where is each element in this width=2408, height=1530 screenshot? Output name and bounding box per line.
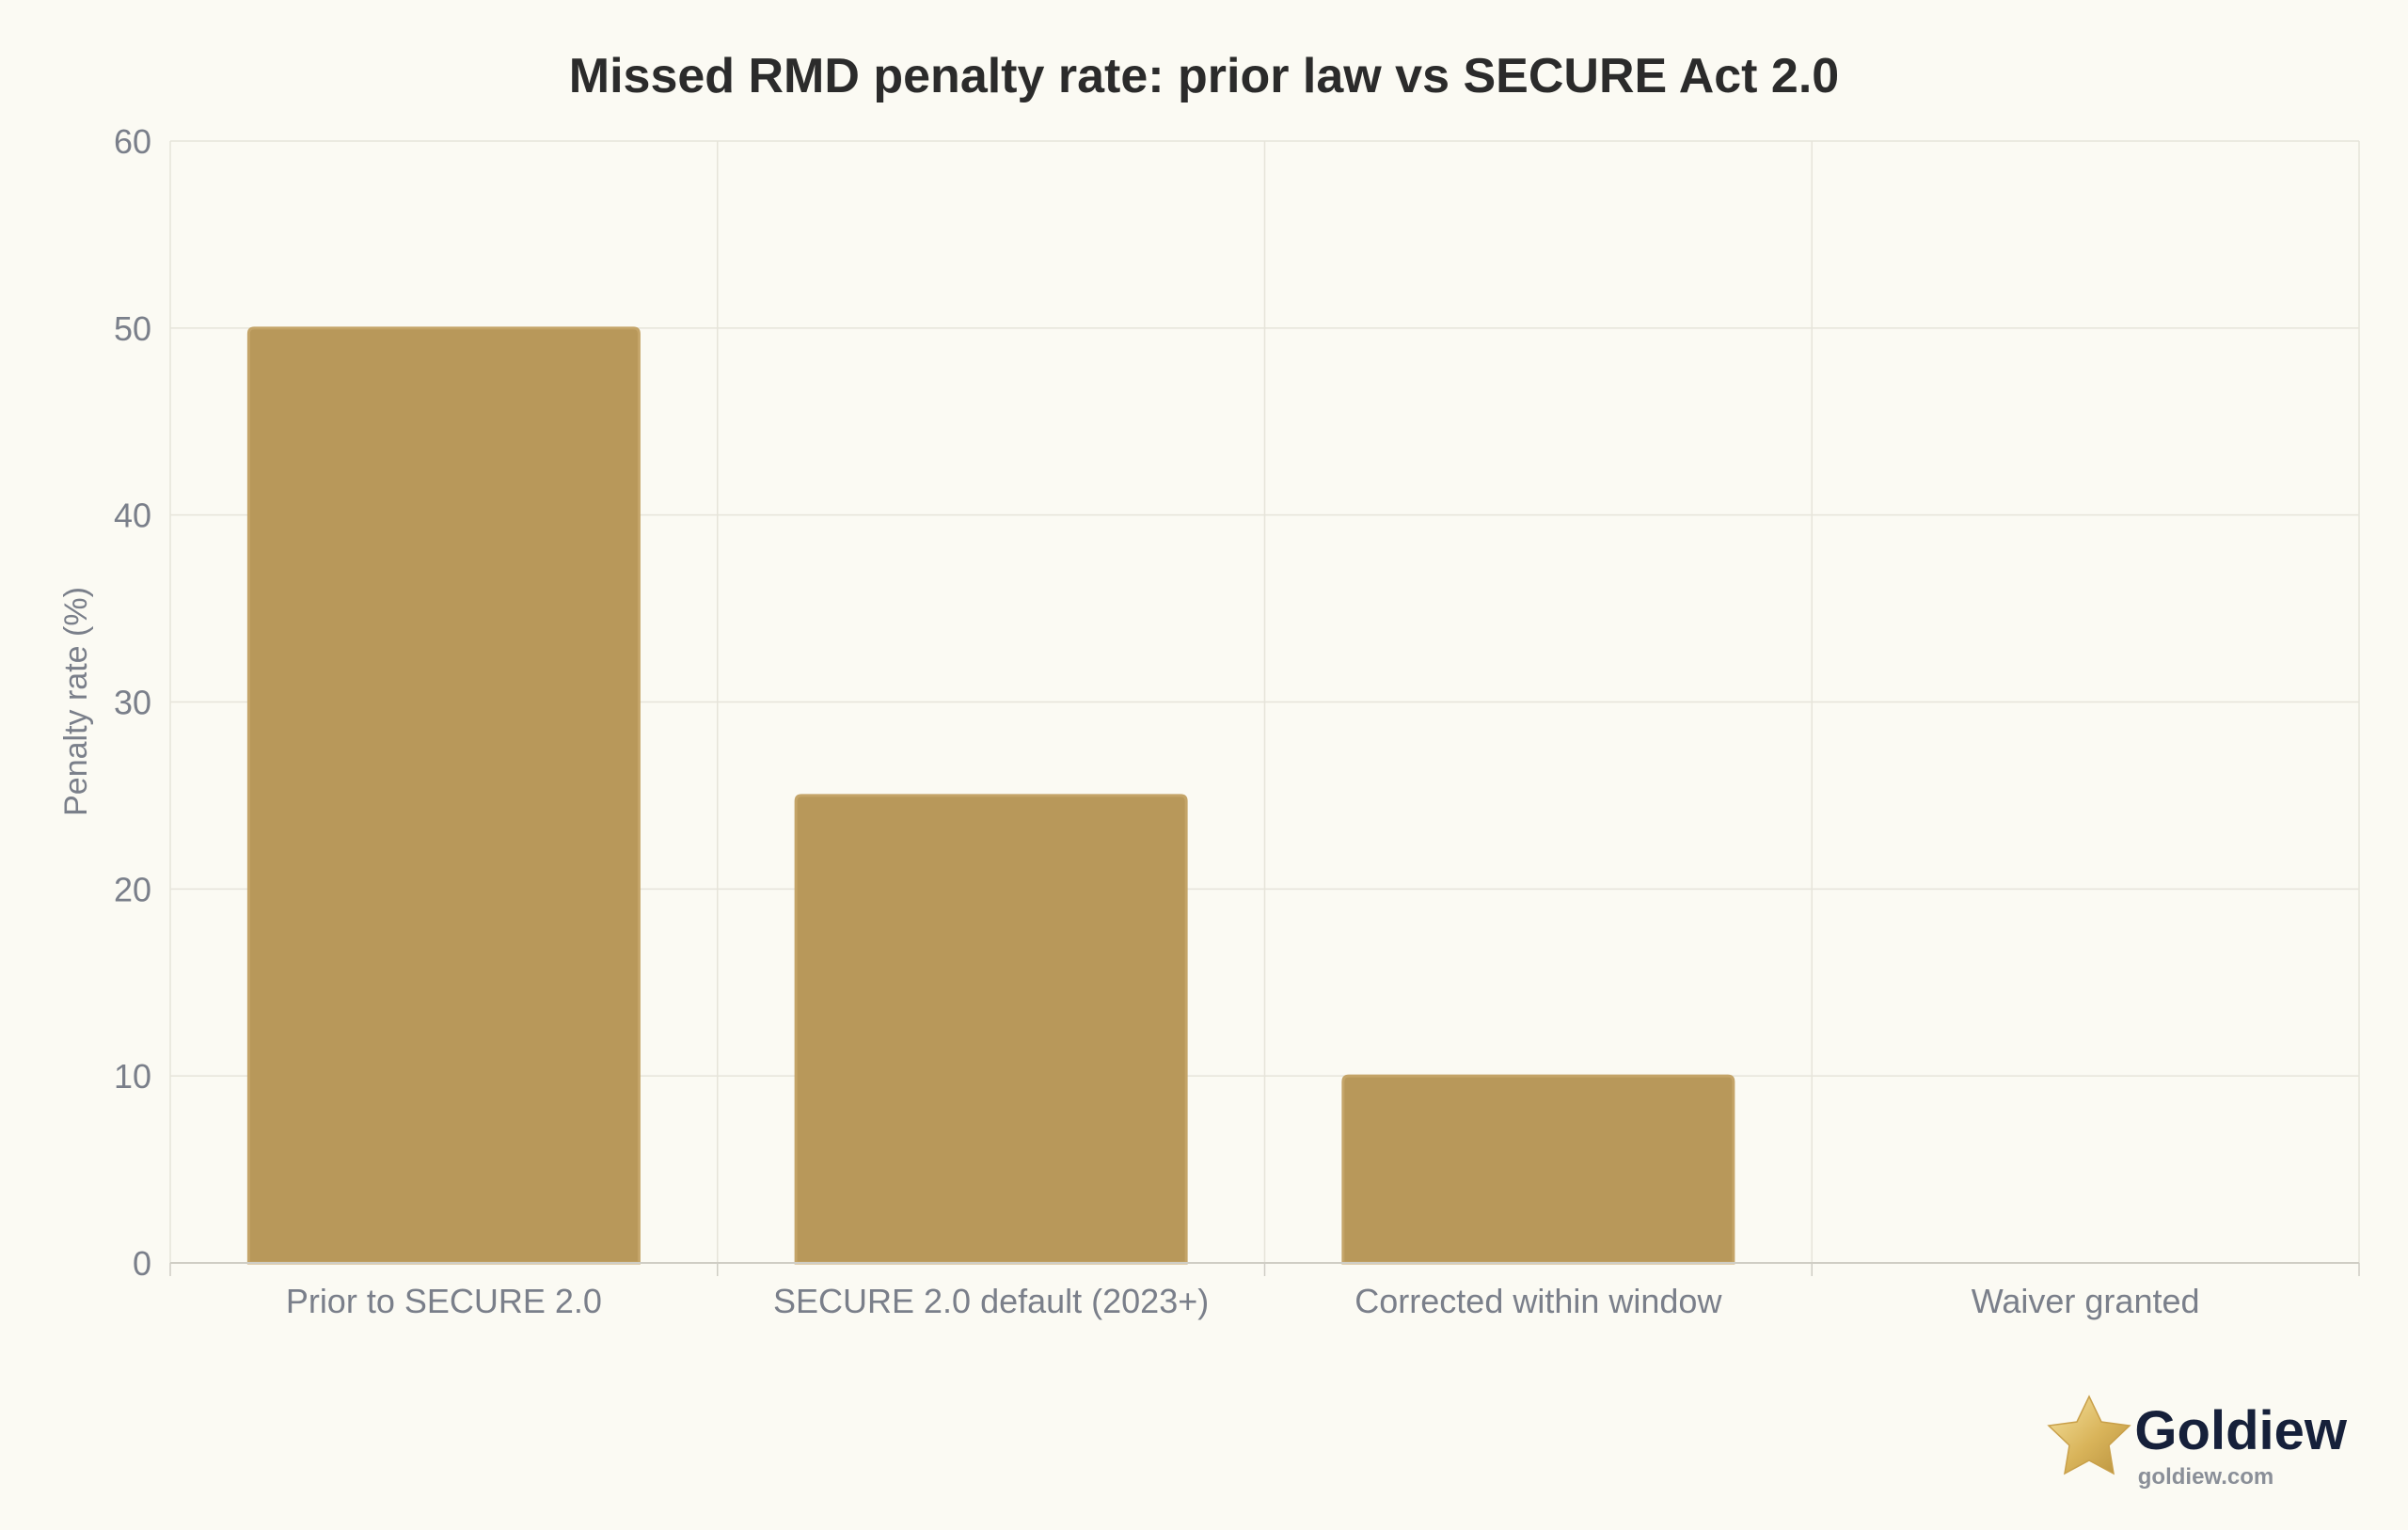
x-axis-categories: Prior to SECURE 2.0 SECURE 2.0 default (2… xyxy=(286,1282,2200,1320)
chart-title: Missed RMD penalty rate: prior law vs SE… xyxy=(569,49,1839,103)
y-tick-label: 40 xyxy=(114,497,151,535)
y-tick-label: 60 xyxy=(114,122,151,161)
x-category-label: Prior to SECURE 2.0 xyxy=(286,1282,602,1320)
bar xyxy=(246,326,641,1265)
brand-logo: Goldiew goldiew.com xyxy=(2047,1395,2348,1490)
bars xyxy=(246,326,1735,1265)
x-category-label: SECURE 2.0 default (2023+) xyxy=(773,1282,1209,1320)
gold-star-icon xyxy=(2047,1395,2131,1475)
axes xyxy=(169,1262,2360,1276)
y-tick-label: 20 xyxy=(114,870,151,908)
y-tick-label: 0 xyxy=(133,1244,151,1283)
y-tick-label: 10 xyxy=(114,1057,151,1096)
brand-url: goldiew.com xyxy=(2138,1464,2273,1490)
x-category-label: Corrected within window xyxy=(1354,1282,1722,1320)
y-axis-ticks: 0 10 20 30 40 50 60 xyxy=(114,122,151,1283)
bar xyxy=(794,794,1188,1265)
y-tick-label: 30 xyxy=(114,684,151,722)
y-axis-label: Penalty rate (%) xyxy=(58,587,94,816)
x-category-label: Waiver granted xyxy=(1972,1282,2200,1320)
bar xyxy=(1341,1074,1735,1265)
y-tick-label: 50 xyxy=(114,309,151,348)
brand-name: Goldiew xyxy=(2134,1400,2347,1461)
